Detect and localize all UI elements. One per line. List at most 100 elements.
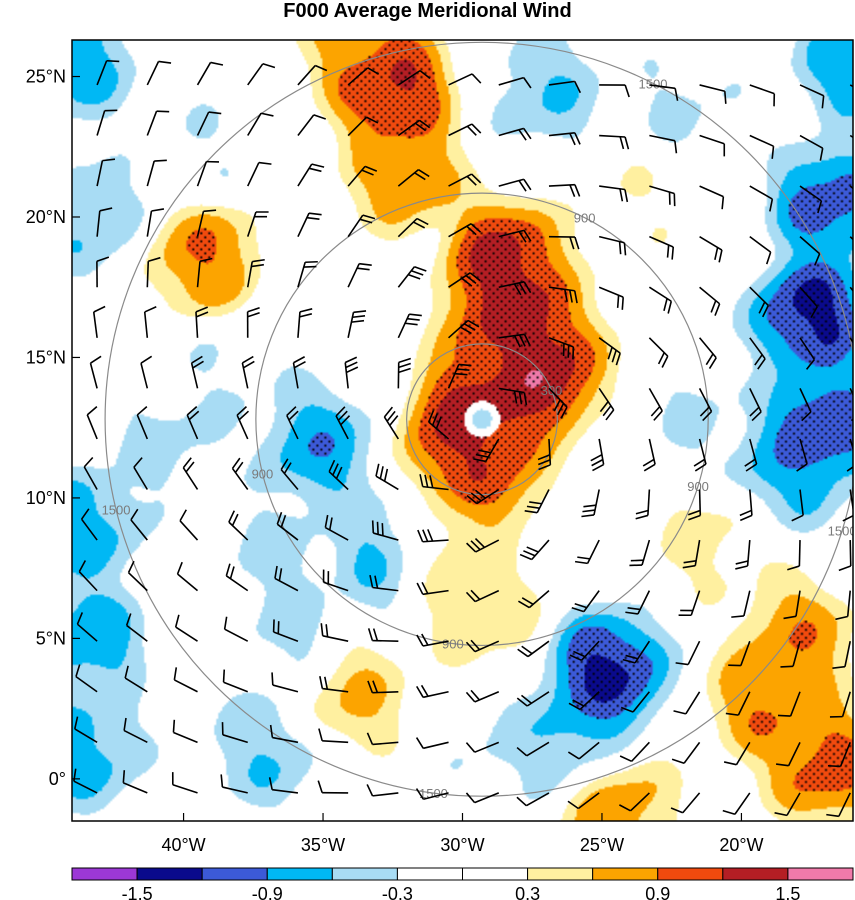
wind-barb xyxy=(225,563,249,592)
wind-barb xyxy=(548,337,575,360)
wind-barb xyxy=(642,438,656,472)
wind-barb xyxy=(347,310,367,338)
wind-barb xyxy=(749,337,766,370)
wind-barb xyxy=(347,165,378,187)
wind-barb xyxy=(415,788,449,801)
wind-barb xyxy=(567,792,600,810)
range-ring-label: 1500 xyxy=(419,786,448,801)
wind-barb xyxy=(799,185,823,214)
wind-barb xyxy=(649,134,678,154)
wind-barb xyxy=(397,313,422,339)
wind-barb xyxy=(419,474,449,491)
wind-barb xyxy=(127,560,148,592)
wind-barb xyxy=(220,774,248,794)
wind-barb xyxy=(146,110,170,136)
wind-barb xyxy=(271,672,299,693)
wind-barb xyxy=(297,212,322,237)
wind-barb xyxy=(122,770,148,794)
wind-barb xyxy=(838,540,852,572)
wind-barb xyxy=(448,319,480,339)
colorbar-swatch xyxy=(527,867,594,881)
wind-barb xyxy=(347,116,379,137)
wind-barb xyxy=(749,134,775,159)
wind-barb xyxy=(318,728,349,744)
y-tick-label: 15°N xyxy=(26,347,66,367)
range-ring-label: 1500 xyxy=(102,502,131,517)
wind-barb xyxy=(247,63,276,86)
wind-barb xyxy=(196,257,213,288)
wind-barb xyxy=(731,590,751,618)
wind-barb xyxy=(324,514,349,541)
wind-barb xyxy=(799,337,816,370)
wind-barb xyxy=(221,722,248,744)
wind-barb xyxy=(123,717,148,744)
colorbar-swatch xyxy=(657,867,724,881)
wind-barb xyxy=(397,168,430,187)
wind-barb xyxy=(625,590,651,615)
wind-barb xyxy=(344,356,359,389)
wind-barb xyxy=(172,719,198,744)
wind-barb xyxy=(673,691,701,715)
wind-barb xyxy=(186,406,200,440)
wind-barb xyxy=(749,185,774,212)
wind-barb xyxy=(791,489,804,522)
plot-area: 3009009009009001500150015001500 xyxy=(72,40,853,821)
wind-barb xyxy=(347,262,372,288)
wind-barb xyxy=(842,489,853,522)
colorbar-swatch xyxy=(592,867,659,881)
wind-barb xyxy=(675,640,701,666)
wind-barb xyxy=(799,84,825,109)
colorbar-swatch xyxy=(722,867,789,881)
colorbar-label: 0.9 xyxy=(645,884,670,900)
range-ring-label: 900 xyxy=(687,479,709,494)
wind-barb xyxy=(749,236,772,265)
stipple-overlay xyxy=(72,40,853,821)
wind-barb xyxy=(92,305,106,338)
wind-barb xyxy=(228,510,249,541)
wind-barb xyxy=(268,777,299,794)
colorbar-label: 1.5 xyxy=(775,884,800,900)
wind-barb xyxy=(146,256,161,288)
wind-barb xyxy=(590,438,605,472)
wind-barb xyxy=(246,258,265,288)
wind-barb xyxy=(498,387,528,406)
wind-barb xyxy=(297,308,313,338)
x-tick-label: 25°W xyxy=(580,835,624,855)
wind-barb xyxy=(272,619,299,642)
wind-barb xyxy=(498,127,532,141)
wind-barb xyxy=(687,489,702,521)
wind-barb xyxy=(749,388,762,422)
wind-barb xyxy=(241,355,255,389)
range-ring-label: 900 xyxy=(442,637,464,652)
wind-barb xyxy=(322,569,349,592)
wind-barb xyxy=(140,355,153,389)
wind-barb xyxy=(796,438,808,472)
wind-barb xyxy=(682,539,701,569)
wind-barb xyxy=(649,235,675,260)
wind-barb xyxy=(247,161,272,187)
wind-barb xyxy=(699,134,726,157)
wind-barb xyxy=(649,185,676,207)
wind-barb xyxy=(629,539,651,567)
wind-barb xyxy=(548,387,568,419)
colorbar-label: -0.3 xyxy=(382,884,413,900)
wind-barb xyxy=(176,561,199,592)
colorbar-swatch xyxy=(71,867,138,881)
wind-barb xyxy=(80,508,98,541)
wind-barb xyxy=(598,235,627,256)
wind-barb xyxy=(146,159,167,187)
colorbar-label: 0.3 xyxy=(515,884,540,900)
y-tick-label: 20°N xyxy=(26,207,66,227)
wind-barb xyxy=(516,741,550,757)
wind-barb xyxy=(130,508,148,541)
wind-barb xyxy=(799,134,824,161)
wind-barb xyxy=(678,590,701,617)
colorbar-swatch xyxy=(201,867,268,881)
wind-barb xyxy=(567,741,600,760)
wind-barb xyxy=(280,458,299,491)
wind-barb xyxy=(516,691,550,707)
wind-barb xyxy=(744,438,758,472)
wind-barb xyxy=(465,589,500,603)
wind-barb xyxy=(86,406,98,440)
wind-barb xyxy=(397,266,427,288)
